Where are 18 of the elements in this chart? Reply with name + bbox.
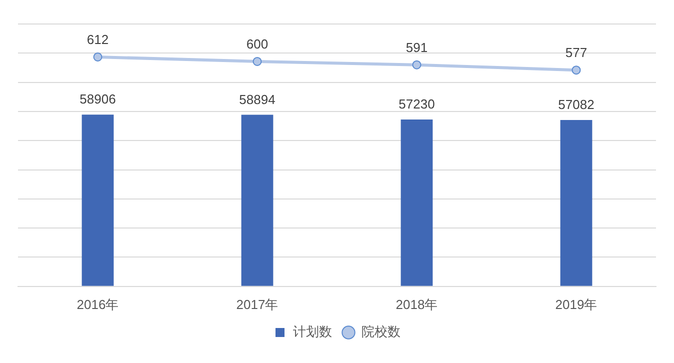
point (412, 60, 422, 70)
point (252, 56, 262, 66)
data-label: 58894 (239, 92, 276, 107)
data-label: 57082 (558, 97, 594, 112)
x-tick-label: 2016年 (76, 296, 119, 312)
data-label: 600 (246, 36, 268, 52)
x-tick-label: 2017年 (236, 296, 278, 312)
point (572, 66, 581, 75)
data-label: 591 (406, 40, 428, 55)
data-label: 612 (86, 32, 109, 48)
x-tick-label: 2018年 (396, 296, 438, 312)
data-label: 577 (565, 45, 588, 60)
legend-label: 院校数 (362, 324, 400, 340)
legend-label: 计划数 (293, 324, 332, 340)
point (93, 52, 102, 62)
x-tick-label: 2019年 (555, 296, 598, 312)
data-label: 57230 (398, 96, 435, 112)
data-label: 58906 (80, 92, 116, 107)
